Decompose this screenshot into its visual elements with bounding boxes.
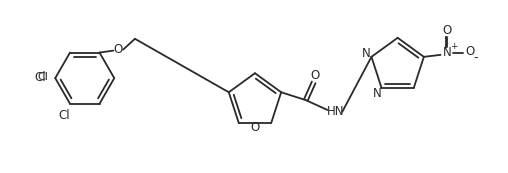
Text: Cl: Cl	[58, 109, 70, 122]
Text: -: -	[474, 51, 478, 64]
Text: O: O	[250, 121, 260, 134]
Text: N: N	[373, 87, 382, 100]
Text: O: O	[310, 69, 319, 82]
Text: Cl: Cl	[35, 71, 46, 84]
Text: N: N	[443, 46, 452, 59]
Text: O: O	[114, 43, 123, 56]
Text: O: O	[443, 24, 452, 37]
Text: HN: HN	[327, 105, 344, 119]
Text: +: +	[450, 43, 457, 52]
Text: N: N	[362, 47, 371, 60]
Text: Cl: Cl	[37, 72, 48, 82]
Text: O: O	[465, 45, 475, 58]
